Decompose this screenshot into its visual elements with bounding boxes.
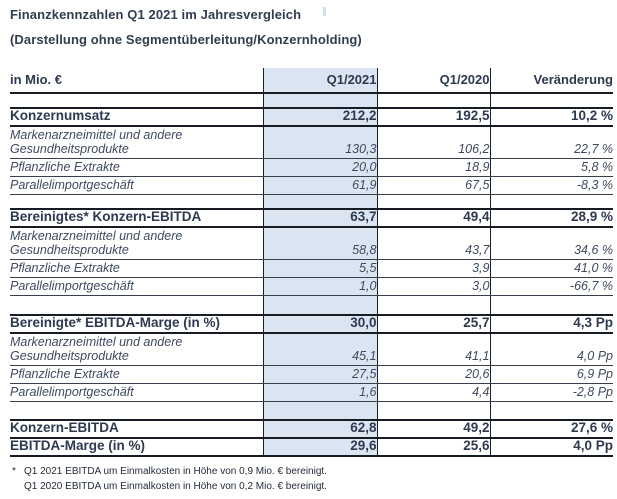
value-q1-2021: 1,6	[262, 383, 378, 402]
column-header-q1-2021: Q1/2021	[262, 68, 378, 94]
row-label: Parallelimportgeschäft	[10, 277, 263, 296]
value-q1-2020: 192,5	[377, 107, 491, 127]
footnote-1: * Q1 2021 EBITDA um Einmalkosten in Höhe…	[12, 465, 327, 480]
value-q1-2020: 25,6	[377, 437, 491, 457]
value-q1-2021: 58,8	[262, 227, 378, 260]
row-label: Markenarzneimittel und andere Gesundheit…	[10, 227, 263, 260]
value-q1-2020: 106,2	[377, 126, 491, 159]
value-change: 22,7 %	[490, 126, 613, 159]
value-q1-2020: 41,1	[377, 333, 491, 366]
table-row-segment: Pflanzliche Extrakte 20,0 18,9 5,8 %	[10, 158, 613, 177]
row-label: Bereinigtes* Konzern-EBITDA	[10, 208, 263, 228]
table-row-segment: Pflanzliche Extrakte 5,5 3,9 41,0 %	[10, 259, 613, 278]
value-q1-2020: 43,7	[377, 227, 491, 260]
column-header-veraenderung: Veränderung	[490, 68, 613, 94]
value-change: 4,0 Pp	[490, 333, 613, 366]
spacer-row	[10, 194, 613, 209]
table-row-konzernumsatz: Konzernumsatz 212,2 192,5 10,2 %	[10, 107, 613, 127]
row-label: Pflanzliche Extrakte	[10, 365, 263, 384]
financial-table: in Mio. € Q1/2021 Q1/2020 Veränderung Ko…	[10, 68, 613, 457]
value-change: 6,9 Pp	[490, 365, 613, 384]
page-title: Finanzkennzahlen Q1 2021 im Jahresvergle…	[10, 7, 302, 22]
table-row-segment: Pflanzliche Extrakte 27,5 20,6 6,9 Pp	[10, 365, 613, 384]
column-header-q1-2020: Q1/2020	[377, 68, 491, 94]
value-q1-2021: 5,5	[262, 259, 378, 278]
table-header-row: in Mio. € Q1/2021 Q1/2020 Veränderung	[10, 68, 613, 94]
value-q1-2020: 49,4	[377, 208, 491, 228]
value-q1-2020: 25,7	[377, 314, 491, 334]
value-q1-2021: 45,1	[262, 333, 378, 366]
value-q1-2021: 1,0	[262, 277, 378, 296]
value-change: 10,2 %	[490, 107, 613, 127]
value-q1-2021: 20,0	[262, 158, 378, 177]
row-label: Pflanzliche Extrakte	[10, 259, 263, 278]
value-change: 34,6 %	[490, 227, 613, 260]
footnote-2: Q1 2020 EBITDA um Einmalkosten in Höhe v…	[24, 480, 327, 492]
value-q1-2021: 61,9	[262, 176, 378, 195]
table-row-segment: Parallelimportgeschäft 1,0 3,0 -66,7 %	[10, 277, 613, 296]
value-change: 41,0 %	[490, 259, 613, 278]
table-row-segment: Markenarzneimittel und andere Gesundheit…	[10, 126, 613, 159]
spacer-row	[10, 93, 613, 108]
value-q1-2021: 63,7	[262, 208, 378, 228]
table-row-ebitda-marge: EBITDA-Marge (in %) 29,6 25,6 4,0 Pp	[10, 437, 613, 457]
value-q1-2020: 20,6	[377, 365, 491, 384]
value-change: 27,6 %	[490, 419, 613, 439]
table-row-bereinigtes-konzern-ebitda: Bereinigtes* Konzern-EBITDA 63,7 49,4 28…	[10, 208, 613, 228]
value-change: 5,8 %	[490, 158, 613, 177]
table-row-konzern-ebitda: Konzern-EBITDA 62,8 49,2 27,6 %	[10, 419, 613, 439]
value-change: 28,9 %	[490, 208, 613, 228]
row-label: Parallelimportgeschäft	[10, 383, 263, 402]
value-q1-2020: 3,9	[377, 259, 491, 278]
row-label: Konzernumsatz	[10, 107, 263, 127]
value-change: -66,7 %	[490, 277, 613, 296]
row-label: Parallelimportgeschäft	[10, 176, 263, 195]
value-q1-2021: 62,8	[262, 419, 378, 439]
row-label: Pflanzliche Extrakte	[10, 158, 263, 177]
value-q1-2020: 49,2	[377, 419, 491, 439]
value-change: 4,3 Pp	[490, 314, 613, 334]
value-q1-2020: 4,4	[377, 383, 491, 402]
value-q1-2020: 67,5	[377, 176, 491, 195]
table-row-segment: Parallelimportgeschäft 1,6 4,4 -2,8 Pp	[10, 383, 613, 402]
row-label: Markenarzneimittel und andere Gesundheit…	[10, 333, 263, 366]
footnote-1-text: Q1 2021 EBITDA um Einmalkosten in Höhe v…	[24, 466, 327, 477]
value-change: 4,0 Pp	[490, 437, 613, 457]
table-row-segment: Markenarzneimittel und andere Gesundheit…	[10, 227, 613, 260]
value-q1-2021: 27,5	[262, 365, 378, 384]
value-q1-2020: 18,9	[377, 158, 491, 177]
spacer-row	[10, 401, 613, 420]
value-q1-2020: 3,0	[377, 277, 491, 296]
table-row-segment: Markenarzneimittel und andere Gesundheit…	[10, 333, 613, 366]
value-q1-2021: 130,3	[262, 126, 378, 159]
page-subtitle: (Darstellung ohne Segmentüberleitung/Kon…	[10, 32, 362, 47]
footnote-marker: *	[12, 466, 16, 477]
table-row-segment: Parallelimportgeschäft 61,9 67,5 -8,3 %	[10, 176, 613, 195]
row-label: EBITDA-Marge (in %)	[10, 437, 263, 457]
footnotes: * Q1 2021 EBITDA um Einmalkosten in Höhe…	[12, 465, 327, 494]
spacer-row	[10, 295, 613, 315]
row-label: Bereinigte* EBITDA-Marge (in %)	[10, 314, 263, 334]
value-change: -2,8 Pp	[490, 383, 613, 402]
value-q1-2021: 29,6	[262, 437, 378, 457]
table-row-bereinigte-ebitda-marge: Bereinigte* EBITDA-Marge (in %) 30,0 25,…	[10, 314, 613, 334]
row-label: Konzern-EBITDA	[10, 419, 263, 439]
value-q1-2021: 30,0	[262, 314, 378, 334]
value-q1-2021: 212,2	[262, 107, 378, 127]
row-label: Markenarzneimittel und andere Gesundheit…	[10, 126, 263, 159]
unit-header-cell: in Mio. €	[10, 68, 263, 94]
value-change: -8,3 %	[490, 176, 613, 195]
text-cursor-artifact	[323, 7, 326, 16]
